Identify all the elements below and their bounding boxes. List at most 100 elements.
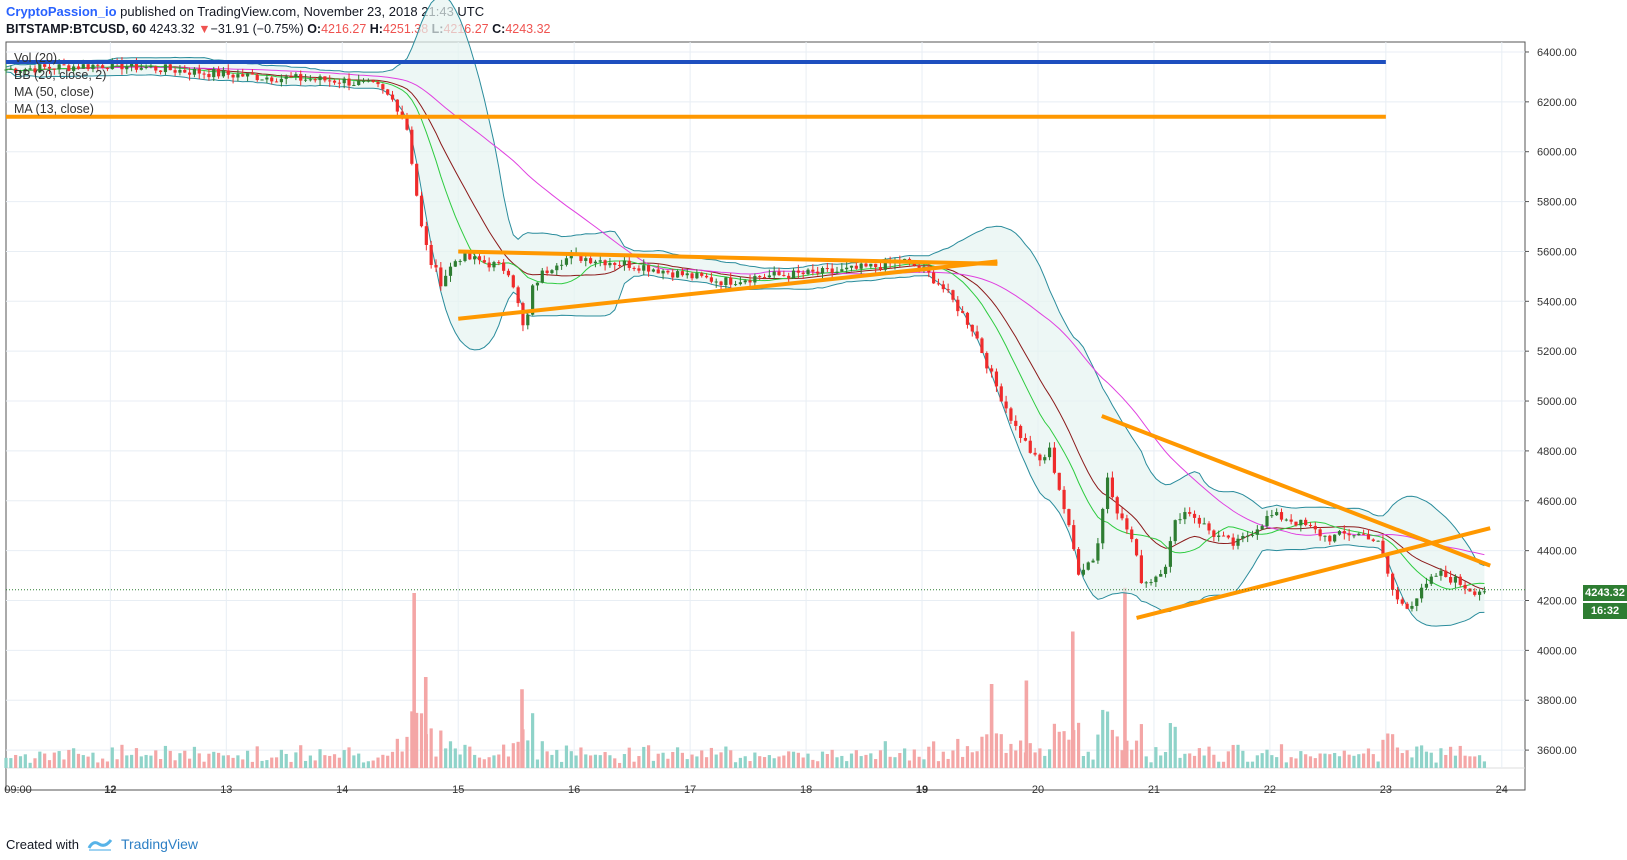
volume-bar (497, 754, 501, 768)
volume-bar (772, 758, 776, 768)
change-value: −31.91 (−0.75%) (210, 22, 304, 36)
candle-body (864, 263, 868, 267)
volume-bar (328, 755, 332, 768)
candle-body (589, 258, 593, 264)
volume-bar (1154, 747, 1158, 768)
candle-body (758, 276, 762, 278)
indicator-ma50[interactable]: MA (50, close) (14, 85, 94, 99)
volume-bar (1420, 745, 1424, 768)
volume-bar (1130, 749, 1134, 768)
candle-body (1047, 447, 1052, 458)
candle-body (791, 270, 796, 279)
volume-bar (1250, 761, 1255, 768)
candle-body (274, 81, 279, 83)
candle-body (941, 284, 945, 290)
candle-body (1130, 529, 1134, 540)
volume-bar (101, 758, 105, 768)
candle-body (1400, 599, 1404, 604)
volume-bar (502, 744, 506, 768)
volume-bars (4, 587, 1487, 768)
y-tick-label: 5800.00 (1537, 197, 1577, 209)
indicator-bb[interactable]: BB (20, close, 2) (14, 68, 107, 82)
author-link[interactable]: CryptoPassion_io (6, 4, 117, 19)
volume-bar (1067, 739, 1071, 768)
volume-bar (81, 755, 85, 768)
volume-bar (1014, 750, 1018, 768)
candle-body (1313, 525, 1317, 530)
candle-body (86, 64, 90, 70)
volume-bar (506, 756, 511, 768)
volume-bar (231, 757, 235, 768)
volume-bar (1052, 723, 1057, 768)
candle-body (936, 283, 941, 285)
candle-body (444, 275, 448, 287)
volume-bar (985, 734, 989, 768)
candle-body (1207, 523, 1211, 531)
footer: Created with TradingView (6, 836, 198, 852)
candle-body (81, 64, 85, 69)
tradingview-brand-link[interactable]: TradingView (120, 836, 199, 852)
candle-body (245, 73, 250, 77)
volume-bar (236, 755, 240, 768)
volume-bar (874, 759, 878, 768)
indicator-ma13[interactable]: MA (13, close) (14, 102, 94, 116)
candle-body (1270, 515, 1274, 517)
volume-bar (1139, 724, 1143, 768)
volume-bar (265, 760, 269, 768)
volume-bar (738, 757, 742, 768)
candle-body (1014, 420, 1018, 426)
volume-bar (1226, 751, 1230, 768)
candle-body (1009, 408, 1013, 421)
candle-body (477, 256, 482, 261)
candle-body (1328, 535, 1332, 542)
candle-body (1294, 521, 1298, 526)
volume-bar (72, 748, 76, 768)
candle-body (125, 66, 129, 70)
candle-body (381, 84, 385, 90)
volume-bar (1115, 736, 1119, 768)
candle-body (970, 324, 974, 332)
candle-body (260, 79, 264, 81)
indicator-vol[interactable]: Vol (20) (14, 51, 58, 65)
volume-bar (1110, 729, 1114, 768)
candle-body (4, 69, 8, 71)
candle-body (613, 262, 617, 265)
candle-body (531, 285, 535, 315)
volume-bar (1477, 755, 1482, 768)
candle-body (424, 226, 428, 245)
candle-body (154, 66, 158, 71)
candle-body (231, 74, 235, 78)
candle-body (1376, 540, 1380, 542)
candle-body (1033, 452, 1037, 455)
volume-bar (473, 754, 477, 768)
volume-bar (115, 759, 119, 768)
candle-body (482, 260, 486, 263)
candle-body (526, 314, 530, 326)
candle-body (1178, 519, 1182, 521)
candle-body (14, 68, 18, 73)
candle-body (323, 76, 327, 81)
volume-bar (579, 747, 583, 768)
drawn-levels (6, 59, 1525, 620)
volume-bar (1076, 722, 1081, 768)
volume-bar (859, 756, 863, 768)
candle-body (593, 261, 598, 264)
candle-body (216, 69, 221, 77)
candle-body (110, 60, 114, 70)
candle-body (874, 263, 878, 267)
candle-body (666, 270, 670, 273)
volume-bar (1149, 762, 1153, 768)
candle-body (704, 275, 709, 278)
volume-bar (9, 758, 13, 768)
candle-body (767, 275, 771, 278)
volume-bar (371, 760, 375, 768)
candle-body (212, 69, 216, 78)
volume-bar (516, 741, 520, 768)
volume-bar (1410, 757, 1414, 768)
volume-bar (589, 755, 593, 768)
candle-body (279, 78, 283, 83)
candle-body (516, 287, 520, 304)
candle-body (183, 69, 187, 73)
candle-body (535, 282, 540, 286)
